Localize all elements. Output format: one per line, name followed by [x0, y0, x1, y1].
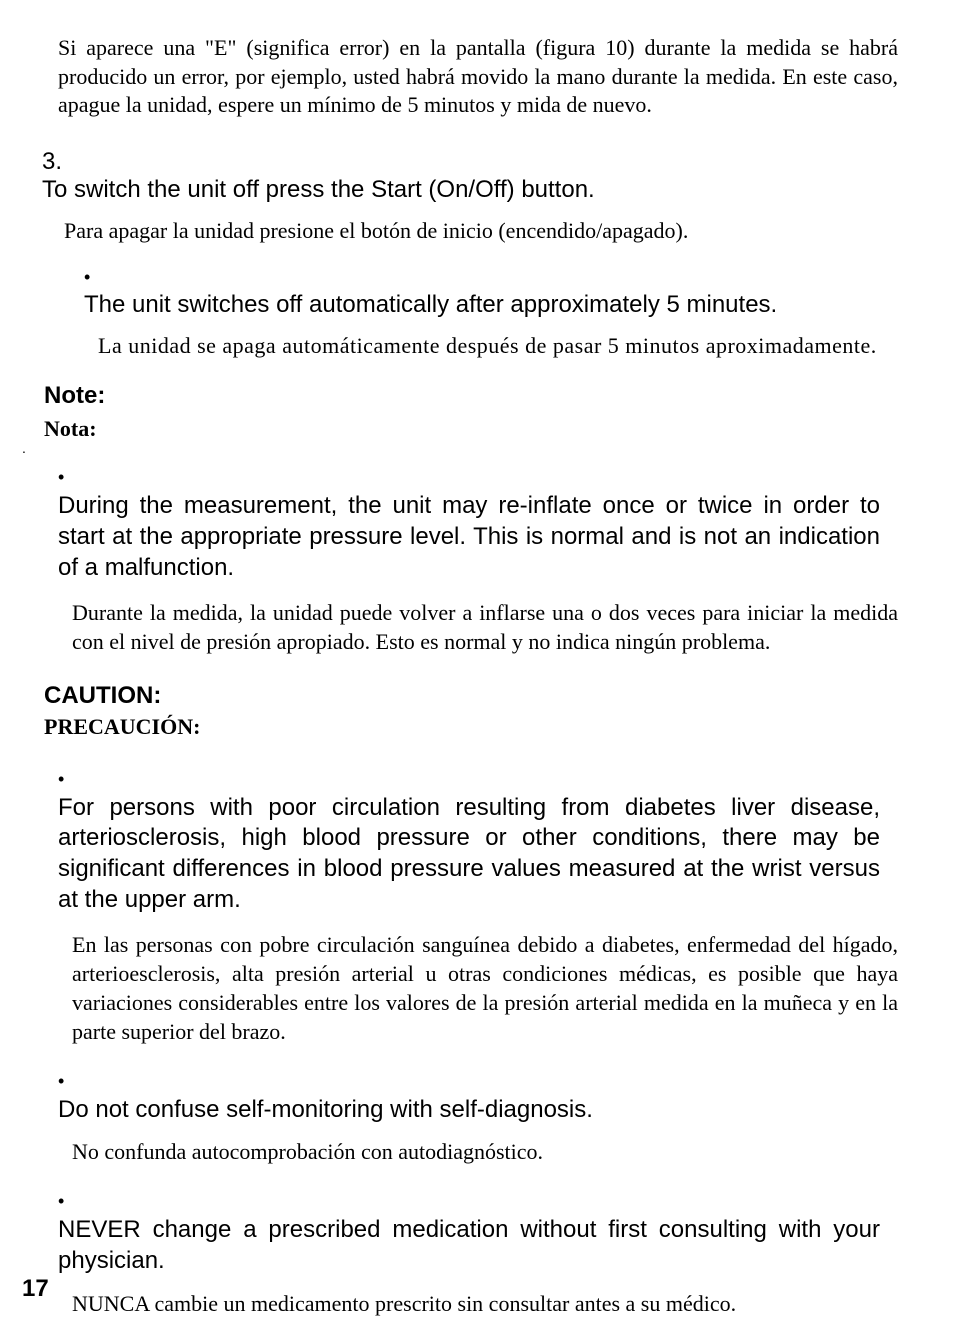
- margin-dot-mark: .: [22, 440, 26, 456]
- caution-heading-en: CAUTION:: [44, 682, 898, 710]
- note-heading-en: Note:: [44, 382, 898, 410]
- caution-bullet-2-es: No confunda autocomprobación con autodia…: [72, 1137, 898, 1166]
- caution-heading-es: PRECAUCIÓN:: [44, 714, 898, 740]
- sub-bullet-es: La unidad se apaga automáticamente despu…: [98, 331, 898, 361]
- caution-bullet-item: • NEVER change a prescribed medication w…: [58, 1188, 898, 1276]
- bullet-icon: •: [58, 1188, 72, 1215]
- bullet-icon: •: [58, 766, 72, 793]
- list-item-3: 3. To switch the unit off press the Star…: [42, 148, 898, 204]
- caution-bullet-3-es: NUNCA cambie un medicamento prescrito si…: [72, 1289, 898, 1318]
- caution-bullet-item: • For persons with poor circulation resu…: [58, 766, 898, 916]
- item-text-en: To switch the unit off press the Start (…: [42, 176, 872, 204]
- bullet-icon: •: [58, 1068, 72, 1095]
- item3-text-es: Para apagar la unidad presione el botón …: [64, 218, 898, 244]
- note-bullet-item: • During the measurement, the unit may r…: [58, 464, 898, 583]
- caution-bullet-1-en: For persons with poor circulation result…: [58, 793, 880, 916]
- caution-bullet-1-es: En las personas con pobre circulación sa…: [72, 930, 898, 1046]
- note-bullet-en: During the measurement, the unit may re-…: [58, 491, 880, 583]
- error-paragraph-es: Si aparece una "E" (significa error) en …: [58, 34, 898, 120]
- caution-bullet-3-en: NEVER change a prescribed medication wit…: [58, 1215, 880, 1276]
- page-number: 17: [22, 1275, 49, 1303]
- note-bullet-es: Durante la medida, la unidad puede volve…: [72, 598, 898, 656]
- note-heading-es: Nota:: [44, 416, 898, 442]
- bullet-icon: •: [84, 264, 98, 291]
- sub-bullet-item: • The unit switches off automatically af…: [84, 264, 898, 319]
- bullet-icon: •: [58, 464, 72, 491]
- caution-bullet-item: • Do not confuse self-monitoring with se…: [58, 1068, 898, 1126]
- item-number: 3.: [42, 148, 64, 176]
- document-content: Si aparece una "E" (significa error) en …: [46, 34, 908, 1318]
- sub-bullet-en: The unit switches off automatically afte…: [84, 291, 880, 319]
- caution-bullet-2-en: Do not confuse self-monitoring with self…: [58, 1095, 880, 1126]
